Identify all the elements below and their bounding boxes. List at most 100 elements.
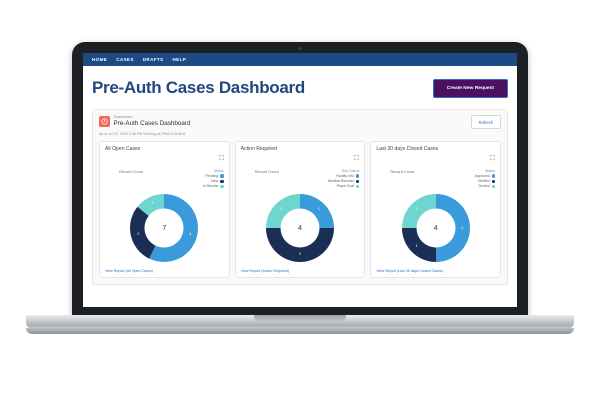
record-count-label: Record Count bbox=[254, 168, 279, 174]
card-title: Last 30 days Closed Cases bbox=[376, 146, 439, 152]
expand-icon[interactable] bbox=[354, 147, 360, 165]
legend-item[interactable]: Verified bbox=[475, 179, 496, 184]
donut-slice-label: 1 bbox=[415, 244, 418, 249]
donut-slice[interactable] bbox=[401, 193, 436, 228]
legend-color-dot bbox=[356, 174, 360, 178]
card-header: Action Required bbox=[241, 146, 360, 165]
donut-slice[interactable] bbox=[401, 227, 436, 262]
legend-color-dot bbox=[491, 179, 496, 183]
dashboard-meta-text: As of Jul 22, 2020 3:48 PM Viewing as PI… bbox=[99, 131, 186, 136]
global-navbar: HOME CASES DRAFTS HELP bbox=[83, 53, 517, 66]
refresh-button[interactable]: Refresh bbox=[470, 115, 501, 129]
legend-item[interactable]: Medical Records bbox=[327, 179, 360, 184]
donut-slice[interactable] bbox=[266, 193, 300, 228]
donut-slice-label: 2 bbox=[461, 225, 464, 230]
view-report-link[interactable]: View Report (Action Required) bbox=[240, 268, 290, 273]
legend-item[interactable]: New bbox=[203, 179, 224, 183]
legend-color-dot bbox=[491, 184, 496, 188]
legend-item-label: Medical Records bbox=[327, 179, 354, 184]
donut-center-total: 4 bbox=[433, 223, 438, 233]
donut-slice-label: 2 bbox=[299, 252, 301, 257]
nav-item-cases[interactable]: CASES bbox=[116, 57, 134, 62]
page-title: Pre-Auth Cases Dashboard bbox=[92, 78, 305, 97]
donut-center-total: 4 bbox=[297, 223, 303, 233]
nav-item-drafts[interactable]: DRAFTS bbox=[142, 57, 164, 62]
legend-item-label: Pending bbox=[205, 174, 219, 178]
card-header: All Open Cases bbox=[105, 146, 224, 165]
dashboard-identity: Dashboard Pre-Auth Cases Dashboard bbox=[99, 114, 191, 128]
legend-color-dot bbox=[220, 184, 224, 188]
chart-legend: Sub-Status Facility Info Medical Records Ps… bbox=[327, 169, 360, 190]
card-footer: View Report (Action Required) bbox=[241, 265, 360, 273]
donut-slice[interactable] bbox=[130, 206, 156, 259]
legend-item[interactable]: Denied bbox=[475, 184, 496, 189]
card-upper: Record Count Status Approved Verified Denied bbox=[376, 168, 496, 190]
dashboard-gauge-icon bbox=[99, 116, 110, 127]
expand-icon[interactable] bbox=[218, 147, 224, 165]
legend-item-label: Facility Info bbox=[336, 174, 354, 178]
view-report-link[interactable]: View Report (All Open Cases) bbox=[105, 268, 153, 273]
donut-slice-label: 1 bbox=[280, 206, 283, 211]
legend-item-label: Psych Eval bbox=[336, 184, 354, 189]
donut-slice[interactable] bbox=[300, 193, 334, 228]
breadcrumb: Dashboard bbox=[113, 114, 133, 119]
page-body: Pre-Auth Cases Dashboard Create New Requ… bbox=[83, 66, 517, 307]
donut-slice-label: 2 bbox=[137, 231, 140, 236]
donut-slice[interactable] bbox=[266, 227, 334, 262]
donut-slice[interactable] bbox=[137, 193, 165, 216]
dashboard-cards-row: All Open Cases Record Count Status Pending N… bbox=[99, 140, 502, 278]
card-footer: View Report (All Open Cases) bbox=[105, 265, 224, 273]
legend-color-dot bbox=[491, 174, 496, 178]
donut-chart: 1 2 1 4 bbox=[263, 191, 337, 265]
chart-legend: Status Approved Verified Denied bbox=[474, 168, 496, 190]
legend-item[interactable]: In Review bbox=[203, 184, 224, 188]
donut-slice-label: 1 bbox=[415, 206, 418, 211]
card-upper: Record Count Status Pending New In Review bbox=[105, 169, 224, 190]
legend-item-label: Approved bbox=[474, 174, 490, 178]
create-new-request-button[interactable]: Create New Request bbox=[432, 78, 508, 98]
legend-item-label: Denied bbox=[478, 184, 490, 189]
dashboard-panel: Dashboard Pre-Auth Cases Dashboard Refre… bbox=[92, 109, 508, 285]
legend-color-dot bbox=[220, 174, 224, 178]
legend-title: Status bbox=[485, 168, 496, 173]
legend-item[interactable]: Facility Info bbox=[328, 174, 360, 178]
donut-slice[interactable] bbox=[435, 193, 470, 262]
laptop-base-notch bbox=[254, 315, 346, 322]
laptop-base bbox=[26, 315, 574, 330]
legend-item-label: In Review bbox=[202, 184, 219, 189]
legend-color-dot bbox=[356, 179, 360, 183]
card-upper: Record Count Sub-Status Facility Info Medic… bbox=[241, 169, 360, 190]
chart-legend: Status Pending New In Review bbox=[203, 169, 224, 190]
chart-card: Action Required Record Count Sub-Status Fac… bbox=[234, 140, 366, 278]
record-count-label: Record Count bbox=[119, 168, 144, 174]
legend-color-dot bbox=[356, 184, 360, 188]
laptop-base-edge bbox=[26, 328, 574, 334]
legend-item[interactable]: Psych Eval bbox=[328, 184, 360, 189]
donut-slice-label: 1 bbox=[151, 201, 154, 206]
webcam-dot bbox=[298, 47, 302, 50]
expand-icon[interactable] bbox=[489, 147, 496, 165]
card-title: All Open Cases bbox=[105, 146, 141, 152]
donut-slice-label: 1 bbox=[317, 206, 320, 211]
dashboard-header: Dashboard Pre-Auth Cases Dashboard Refre… bbox=[99, 114, 501, 129]
chart-card: All Open Cases Record Count Status Pending N… bbox=[99, 140, 230, 278]
dashboard-name: Pre-Auth Cases Dashboard bbox=[113, 119, 191, 127]
view-report-link[interactable]: View Report (Last 30 days Closed Cases) bbox=[376, 268, 443, 273]
nav-item-home[interactable]: HOME bbox=[92, 57, 108, 62]
legend-color-dot bbox=[220, 179, 224, 183]
legend-item-label: Verified bbox=[477, 179, 490, 184]
donut-slice[interactable] bbox=[149, 193, 199, 262]
card-header: Last 30 days Closed Cases bbox=[376, 146, 496, 165]
record-count-label: Record Count bbox=[390, 168, 415, 174]
legend-title: Status bbox=[213, 168, 224, 173]
card-title: Action Required bbox=[240, 146, 277, 152]
legend-item-label: New bbox=[211, 179, 219, 184]
screen: HOME CASES DRAFTS HELP Pre-Auth Cases Da… bbox=[83, 53, 517, 307]
legend-item[interactable]: Pending bbox=[203, 174, 224, 178]
nav-item-help[interactable]: HELP bbox=[172, 57, 187, 62]
chart-card: Last 30 days Closed Cases Record Count Sta… bbox=[370, 140, 502, 278]
card-footer: View Report (Last 30 days Closed Cases) bbox=[376, 265, 495, 273]
legend-item[interactable]: Approved bbox=[474, 174, 496, 178]
donut-chart: 2 1 1 4 bbox=[399, 191, 473, 265]
